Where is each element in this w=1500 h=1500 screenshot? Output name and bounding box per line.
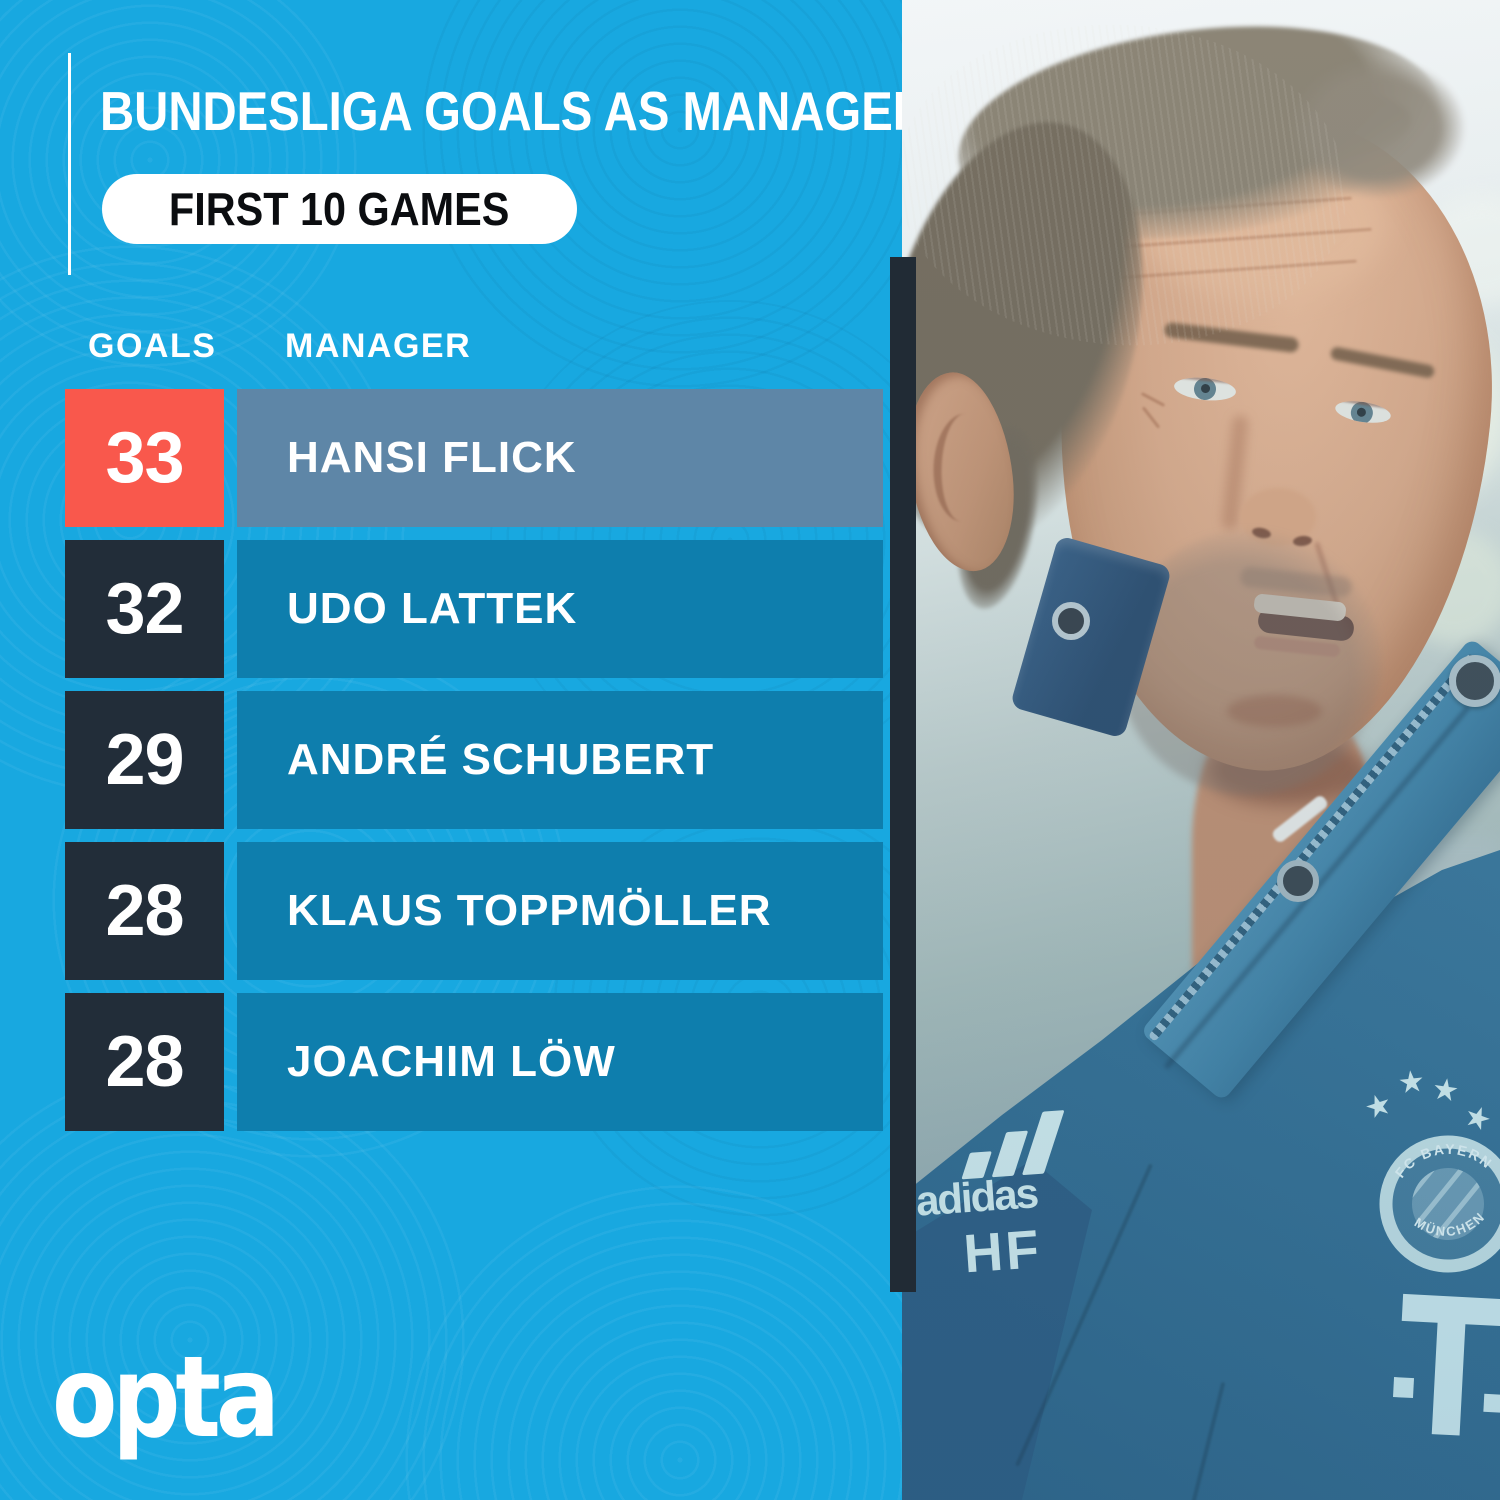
opta-logo: opta xyxy=(52,1333,280,1463)
manager-initials: HF xyxy=(961,1219,1044,1285)
manager-name: JOACHIM LÖW xyxy=(237,993,883,1131)
table-row: 28 JOACHIM LÖW xyxy=(65,993,883,1131)
hair xyxy=(1290,58,1465,198)
chin-shadow xyxy=(1227,695,1322,727)
goals-value: 32 xyxy=(65,540,224,678)
snap-button xyxy=(1449,655,1500,707)
snap-button xyxy=(1277,860,1319,902)
ranking-list: 33 HANSI FLICK 32 UDO LATTEK 29 ANDRÉ SC… xyxy=(65,389,883,1144)
manager-name: HANSI FLICK xyxy=(237,389,883,527)
table-row: 28 KLAUS TOPPMÖLLER xyxy=(65,842,883,980)
ear xyxy=(902,367,1023,577)
goals-value: 29 xyxy=(65,691,224,829)
adidas-logo: adidas HF xyxy=(909,1092,1112,1305)
table-row: 29 ANDRÉ SCHUBERT xyxy=(65,691,883,829)
adidas-bar-icon xyxy=(1021,1110,1065,1176)
goals-value: 28 xyxy=(65,842,224,980)
manager-photo: adidas HF FC BAYERN MÜNCHEN ★ xyxy=(902,0,1500,1500)
page-title: BUNDESLIGA GOALS AS MANAGER xyxy=(100,80,927,142)
star-icon: ★ xyxy=(1396,1064,1427,1101)
title-rule xyxy=(68,53,71,275)
goals-column-label: GOALS xyxy=(88,327,217,365)
subtitle-badge-label: FIRST 10 GAMES xyxy=(169,183,510,235)
telekom-t: T xyxy=(1392,1256,1500,1483)
manager-name: ANDRÉ SCHUBERT xyxy=(237,691,883,829)
telekom-square-icon xyxy=(1393,1377,1415,1399)
table-row: 33 HANSI FLICK xyxy=(65,389,883,527)
star-icon: ★ xyxy=(1429,1072,1462,1109)
goals-value: 28 xyxy=(65,993,224,1131)
manager-name: KLAUS TOPPMÖLLER xyxy=(237,842,883,980)
telekom-square-icon xyxy=(1483,1393,1500,1413)
photo-edge-bar xyxy=(890,257,916,1292)
table-row: 32 UDO LATTEK xyxy=(65,540,883,678)
bayern-crest: FC BAYERN MÜNCHEN xyxy=(1379,1135,1500,1273)
subtitle-badge: FIRST 10 GAMES xyxy=(102,174,577,244)
telekom-logo: T xyxy=(1384,1256,1500,1483)
snap-button xyxy=(1052,602,1090,640)
goals-value: 33 xyxy=(65,389,224,527)
background-ring-pattern xyxy=(400,1180,960,1500)
adidas-wordmark: adidas xyxy=(914,1169,1039,1225)
manager-name: UDO LATTEK xyxy=(237,540,883,678)
manager-column-label: MANAGER xyxy=(285,327,472,365)
